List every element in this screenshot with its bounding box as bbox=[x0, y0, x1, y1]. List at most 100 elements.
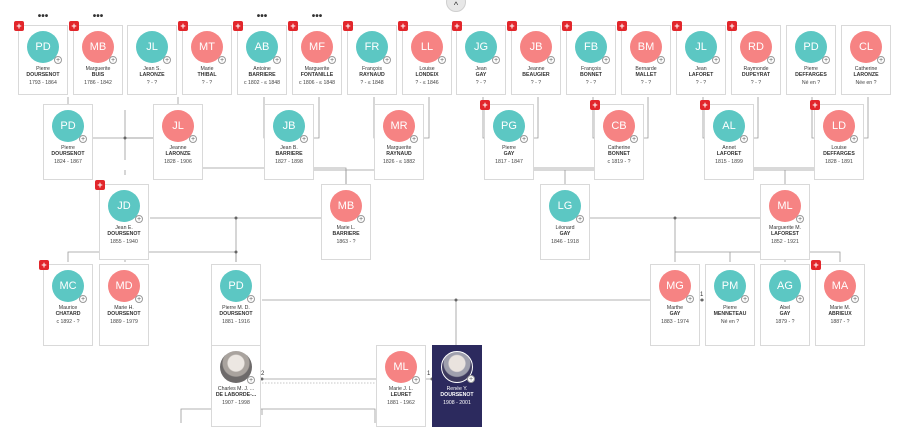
red-flag-icon[interactable]: + bbox=[507, 21, 517, 31]
add-relative-icon[interactable]: + bbox=[79, 135, 87, 143]
add-relative-icon[interactable]: + bbox=[163, 56, 171, 64]
add-relative-icon[interactable]: + bbox=[686, 295, 694, 303]
red-flag-icon[interactable]: + bbox=[398, 21, 408, 31]
red-flag-icon[interactable]: + bbox=[233, 21, 243, 31]
person-card[interactable]: CL + Catherine LARONZE Née en ? bbox=[841, 25, 891, 95]
add-relative-icon[interactable]: + bbox=[54, 56, 62, 64]
add-relative-icon[interactable]: + bbox=[576, 215, 584, 223]
red-flag-icon[interactable]: + bbox=[811, 260, 821, 270]
red-flag-icon[interactable]: + bbox=[672, 21, 682, 31]
person-card[interactable]: + BM + Bernarde MALLET? - ? bbox=[617, 21, 671, 95]
add-relative-icon[interactable]: + bbox=[602, 56, 610, 64]
red-flag-icon[interactable]: + bbox=[14, 21, 24, 31]
add-relative-icon[interactable]: + bbox=[247, 376, 255, 384]
add-relative-icon[interactable]: + bbox=[135, 215, 143, 223]
red-flag-icon[interactable]: + bbox=[590, 100, 600, 110]
person-card[interactable]: ML + Marguerite M. LAFOREST 1852 - 1921 bbox=[760, 184, 810, 260]
add-relative-icon[interactable]: + bbox=[767, 56, 775, 64]
person-card[interactable]: + Charles M. J. ... DE LABORDE-... 1907 - 1… bbox=[211, 345, 261, 427]
add-relative-icon[interactable]: + bbox=[850, 135, 858, 143]
person-card[interactable]: LG + Léonard GAY 1846 - 1918 bbox=[540, 184, 590, 260]
add-relative-icon[interactable]: + bbox=[383, 56, 391, 64]
add-relative-icon[interactable]: + bbox=[741, 295, 749, 303]
person-card[interactable]: + JB + Jeanne BEAUGIER? - ? bbox=[507, 21, 561, 95]
add-relative-icon[interactable]: + bbox=[247, 295, 255, 303]
person-card[interactable]: + LL + Louise LONDEIX? - ≤ 1846 bbox=[398, 21, 452, 95]
more-options-icon[interactable]: ••• bbox=[37, 11, 49, 22]
add-relative-icon[interactable]: + bbox=[328, 56, 336, 64]
add-relative-icon[interactable]: + bbox=[467, 375, 475, 383]
person-card[interactable]: MB + Marie L. BARRIERE 1863 - ? bbox=[321, 184, 371, 260]
add-relative-icon[interactable]: + bbox=[657, 56, 665, 64]
person-card[interactable]: PD + Pierre DEFFARGES Né en ? bbox=[786, 25, 836, 95]
person-card[interactable]: + AL + Annet LAFORET 1815 - 1899 bbox=[700, 100, 754, 180]
person-card[interactable]: + RD + Raymonde DUPEYRAT? - ? bbox=[727, 21, 781, 95]
add-relative-icon[interactable]: + bbox=[135, 295, 143, 303]
add-relative-icon[interactable]: + bbox=[822, 56, 830, 64]
person-card[interactable]: + JD + Jean E. DOURSENOT 1855 - 1940 bbox=[95, 180, 149, 260]
add-relative-icon[interactable]: + bbox=[410, 135, 418, 143]
red-flag-icon[interactable]: + bbox=[810, 100, 820, 110]
add-relative-icon[interactable]: + bbox=[109, 56, 117, 64]
person-card[interactable]: + FR + François RAYNAUD? - ≤ 1848 bbox=[343, 21, 397, 95]
person-card[interactable]: + CB + Catherine BONNET c 1819 - ? bbox=[590, 100, 644, 180]
red-flag-icon[interactable]: + bbox=[288, 21, 298, 31]
person-card[interactable]: + PG + Pierre GAY 1817 - 1847 bbox=[480, 100, 534, 180]
red-flag-icon[interactable]: + bbox=[727, 21, 737, 31]
red-flag-icon[interactable]: + bbox=[69, 21, 79, 31]
person-card[interactable]: PD + Pierre M. D. DOURSENOT 1881 - 1916 bbox=[211, 264, 261, 346]
person-card[interactable]: + PD + Pierre DOURSENOT 1793 - 1864 bbox=[14, 21, 68, 95]
add-relative-icon[interactable]: + bbox=[851, 295, 859, 303]
add-relative-icon[interactable]: + bbox=[492, 56, 500, 64]
more-options-icon[interactable]: ••• bbox=[256, 11, 268, 22]
red-flag-icon[interactable]: + bbox=[700, 100, 710, 110]
person-card[interactable]: JL + Jean S. LARONZE? - ? bbox=[127, 25, 177, 95]
person-card[interactable]: AG + Abel GAY 1879 - ? bbox=[760, 264, 810, 346]
person-card[interactable]: + FB + François BONNET? - ? bbox=[562, 21, 616, 95]
person-card[interactable]: + Renée Y. DOURSENOT 1908 - 2001 bbox=[432, 345, 482, 427]
person-card[interactable]: JB + Jean B. BARRIERE 1827 - 1898 bbox=[264, 104, 314, 180]
person-card[interactable]: + MC + Maurice CHATARD c 1892 - ? bbox=[39, 260, 93, 346]
person-card[interactable]: PD + Pierre DOURSENOT 1824 - 1867 bbox=[43, 104, 93, 180]
add-relative-icon[interactable]: + bbox=[712, 56, 720, 64]
red-flag-icon[interactable]: + bbox=[480, 100, 490, 110]
person-card[interactable]: + AB + Antoine BARRIERE c 1802 - ≤ 1848 bbox=[233, 21, 287, 95]
person-card[interactable]: MR + Marguerite RAYNAUD 1826 - ≤ 1882 bbox=[374, 104, 424, 180]
person-card[interactable]: JL + Jeanne LARONZE 1828 - 1906 bbox=[153, 104, 203, 180]
add-relative-icon[interactable]: + bbox=[357, 215, 365, 223]
more-options-icon[interactable]: ••• bbox=[92, 11, 104, 22]
red-flag-icon[interactable]: + bbox=[452, 21, 462, 31]
add-relative-icon[interactable]: + bbox=[412, 376, 420, 384]
add-relative-icon[interactable]: + bbox=[547, 56, 555, 64]
add-relative-icon[interactable]: + bbox=[877, 56, 885, 64]
add-relative-icon[interactable]: + bbox=[520, 135, 528, 143]
add-relative-icon[interactable]: + bbox=[300, 135, 308, 143]
add-relative-icon[interactable]: + bbox=[796, 295, 804, 303]
red-flag-icon[interactable]: + bbox=[95, 180, 105, 190]
person-card[interactable]: + JL + Jean LAFORET ? - ? bbox=[672, 21, 726, 95]
person-card[interactable]: MG + Marthe GAY 1883 - 1974 bbox=[650, 264, 700, 346]
person-card[interactable]: + MA + Marie M. ABRIEUX 1887 - ? bbox=[811, 260, 865, 346]
red-flag-icon[interactable]: + bbox=[343, 21, 353, 31]
add-relative-icon[interactable]: + bbox=[218, 56, 226, 64]
red-flag-icon[interactable]: + bbox=[39, 260, 49, 270]
add-relative-icon[interactable]: + bbox=[438, 56, 446, 64]
red-flag-icon[interactable]: + bbox=[617, 21, 627, 31]
add-relative-icon[interactable]: + bbox=[79, 295, 87, 303]
person-card[interactable]: + MB + Marguerite BUIS 1786 - 1842 bbox=[69, 21, 123, 95]
person-card[interactable]: + MT + Marie THIBAL? - ? bbox=[178, 21, 232, 95]
person-card[interactable]: + MF + Marguerite FONTANILLE c 1806 - ≤ 1848 bbox=[288, 21, 342, 95]
more-options-icon[interactable]: ••• bbox=[311, 11, 323, 22]
add-relative-icon[interactable]: + bbox=[630, 135, 638, 143]
red-flag-icon[interactable]: + bbox=[562, 21, 572, 31]
add-relative-icon[interactable]: + bbox=[189, 135, 197, 143]
add-relative-icon[interactable]: + bbox=[273, 56, 281, 64]
red-flag-icon[interactable]: + bbox=[178, 21, 188, 31]
person-card[interactable]: PM + Pierre MENNETEAU Né en ? bbox=[705, 264, 755, 346]
person-card[interactable]: MD + Marie H. DOURSENOT 1889 - 1979 bbox=[99, 264, 149, 346]
add-relative-icon[interactable]: + bbox=[740, 135, 748, 143]
person-card[interactable]: + JG + Jean GAY? - ? bbox=[452, 21, 506, 95]
add-relative-icon[interactable]: + bbox=[796, 215, 804, 223]
person-card[interactable]: ML + Marie J. L. LEURET 1881 - 1962 bbox=[376, 345, 426, 427]
person-card[interactable]: + LD + Louise DEFFARGES 1828 - 1891 bbox=[810, 100, 864, 180]
